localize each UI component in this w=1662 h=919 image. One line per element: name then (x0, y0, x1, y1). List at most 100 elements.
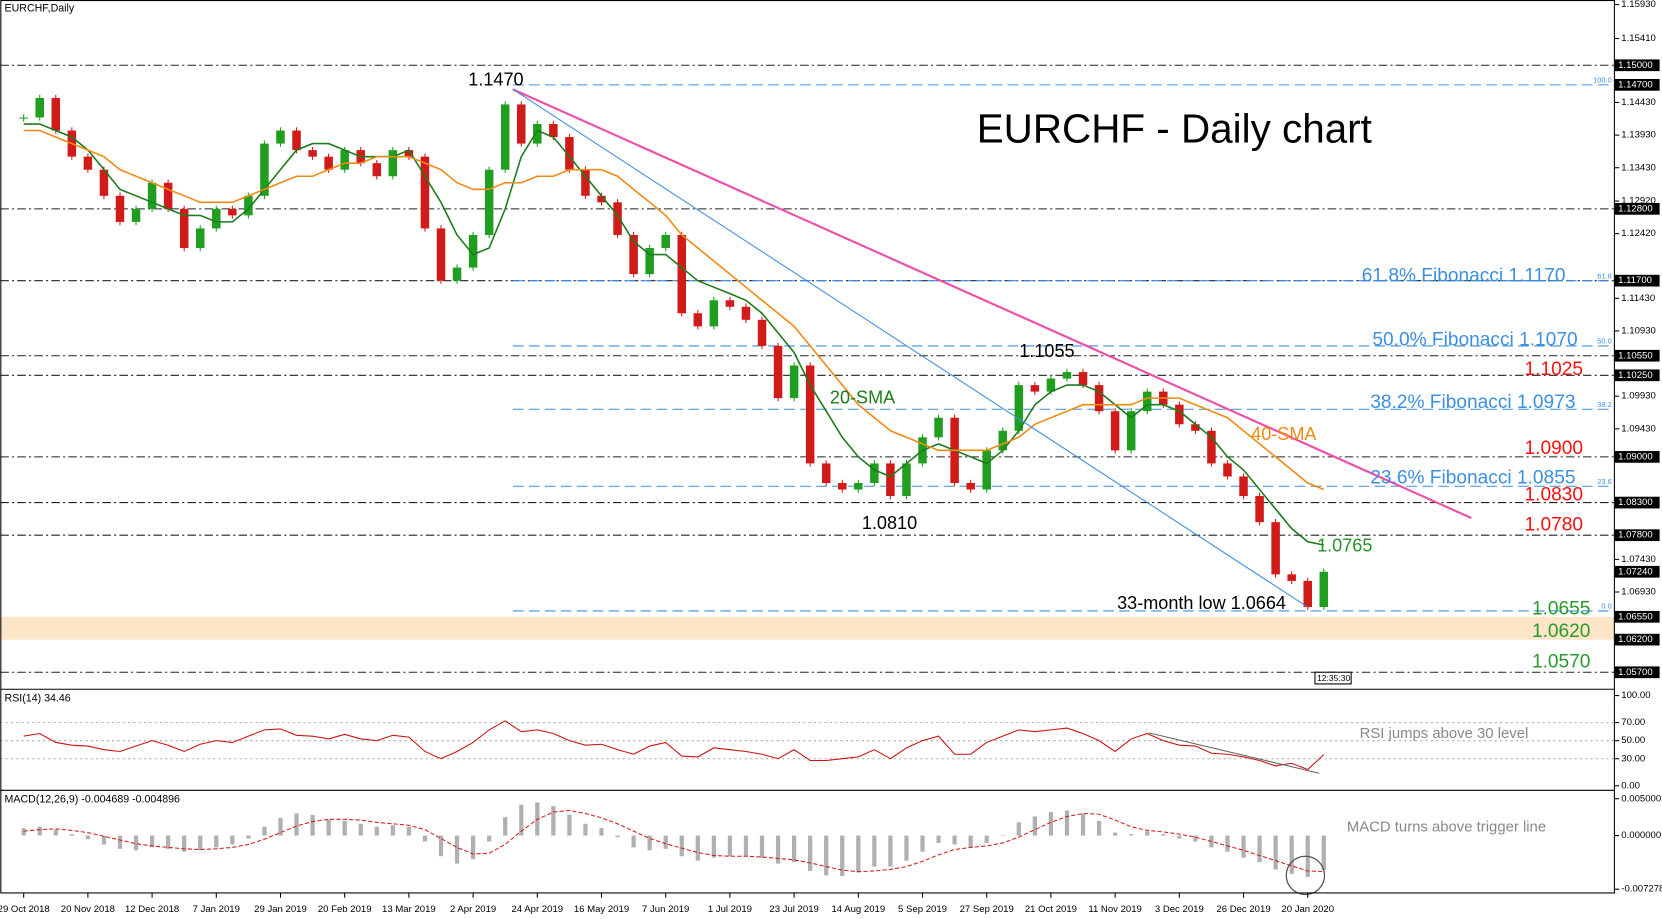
macd-bar (422, 835, 428, 842)
x-tick-label: 1 Jul 2019 (708, 904, 752, 915)
macd-bar (1032, 816, 1037, 836)
candle (549, 124, 558, 138)
price-box-label: 1.07800 (1618, 530, 1653, 541)
candle (629, 234, 638, 275)
candle (1110, 411, 1120, 451)
macd-bar (310, 814, 315, 836)
macd-bar (1048, 811, 1054, 836)
x-tick-label: 11 Nov 2019 (1088, 904, 1142, 915)
x-tick-label: 13 Mar 2019 (382, 904, 436, 915)
candle (597, 195, 606, 203)
candle (757, 319, 767, 346)
y-tick-label: 0.005000 (1621, 793, 1661, 804)
candle (1303, 580, 1312, 608)
price-box (1614, 451, 1660, 463)
rsi-annotation: RSI jumps above 30 level (1360, 726, 1529, 742)
macd-bar (37, 826, 42, 836)
macd-bar (1112, 832, 1118, 836)
candle (500, 104, 510, 170)
y-tick-label: 0.000000 (1621, 830, 1661, 841)
candle (115, 195, 125, 222)
candle (1271, 522, 1280, 575)
candle (420, 156, 430, 229)
macd-bar (230, 835, 235, 845)
macd-bar (1177, 835, 1182, 839)
series-label: 20-SMA (830, 388, 896, 408)
x-tick-label: 24 Apr 2019 (512, 904, 564, 915)
x-tick-label: 23 Jul 2019 (769, 904, 818, 915)
macd-bar (390, 825, 395, 836)
price-box-label: 1.12800 (1618, 203, 1653, 214)
y-tick-label: 1.13430 (1621, 162, 1656, 173)
y-tick-label: 1.09930 (1621, 391, 1656, 402)
x-tick-label: 20 Nov 2018 (61, 904, 115, 915)
macd-bar (711, 835, 716, 858)
fib-ratio: 61.8 (1597, 271, 1611, 280)
candle (1094, 385, 1104, 412)
trendline (512, 88, 1472, 519)
x-tick-label: 2 Apr 2019 (450, 904, 496, 915)
price-box-label: 1.07240 (1618, 566, 1653, 577)
price-box (1614, 565, 1660, 578)
candle (147, 182, 157, 209)
candle (565, 137, 574, 170)
trendline (512, 88, 1307, 607)
candle (35, 97, 44, 118)
macd-bar (166, 835, 171, 849)
macd-bar (214, 835, 219, 848)
candle (854, 482, 863, 490)
level-label: 1.0900 (1525, 438, 1584, 459)
macd-bar (133, 835, 139, 851)
macd-bar (775, 835, 781, 864)
candle (19, 117, 28, 119)
macd-bar (470, 835, 476, 860)
candle (1319, 571, 1329, 608)
candle (773, 345, 783, 399)
macd-bar (1241, 835, 1246, 858)
x-tick-label: 20 Feb 2019 (318, 904, 372, 915)
macd-bar (85, 835, 91, 840)
x-tick-label: 27 Sep 2019 (960, 904, 1014, 915)
candle (533, 124, 542, 144)
time-box (1314, 671, 1352, 685)
candle (452, 267, 462, 281)
macd-bar (149, 835, 155, 848)
y-tick-label: 1.09430 (1621, 423, 1656, 434)
zone (0, 616, 1615, 640)
rsi-trendline (1148, 732, 1320, 774)
candle (276, 130, 285, 144)
macd-bar (808, 835, 813, 871)
candle (308, 150, 317, 157)
candle (1014, 385, 1024, 431)
macd-bar (278, 817, 283, 836)
x-tick-label: 5 Sep 2019 (898, 904, 947, 915)
price-box (1614, 369, 1660, 382)
price-box-label: 1.10250 (1618, 370, 1653, 381)
candle (821, 463, 831, 483)
candle (1030, 385, 1040, 392)
candle (645, 248, 654, 275)
macd-bar (294, 813, 299, 836)
x-tick-label: 14 Aug 2019 (831, 904, 885, 915)
level-label: 1.0620 (1532, 621, 1591, 642)
candle (1175, 404, 1184, 425)
y-tick-label: 30.00 (1621, 753, 1645, 764)
macd-bar (1193, 835, 1198, 842)
y-tick-label: 1.14430 (1621, 97, 1656, 108)
candle (212, 208, 221, 229)
macd-bar (1257, 835, 1262, 863)
macd-bar (1225, 835, 1230, 852)
fib-ratio: 38.2 (1597, 400, 1611, 409)
x-tick-label: 12 Dec 2018 (125, 904, 179, 915)
macd-bar (69, 834, 74, 836)
price-box-label: 1.11700 (1618, 275, 1652, 286)
price-box-label: 1.08300 (1618, 497, 1653, 508)
candle (324, 156, 333, 170)
macd-bar (342, 820, 347, 836)
macd-bar (824, 835, 829, 876)
candle (131, 208, 141, 222)
macd-bar (904, 835, 909, 861)
macd-bar (1273, 835, 1278, 870)
macd-bar (438, 835, 444, 857)
candle (228, 208, 237, 216)
